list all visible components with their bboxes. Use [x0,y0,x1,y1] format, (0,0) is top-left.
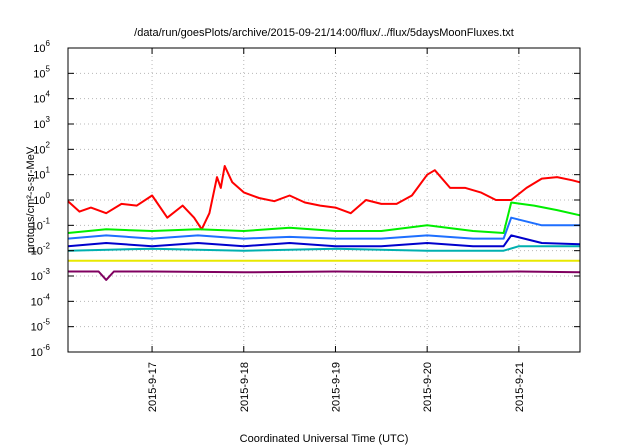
grid [68,48,580,352]
y-tick-label: 105 [33,64,50,80]
x-axis-ticks: 2015-9-17 2015-9-18 2015-9-19 2015-9-20 2015… [147,48,526,412]
series-line [67,165,581,231]
x-tick-label: 2015-9-19 [330,362,342,412]
series-line [67,245,580,252]
plot-frame [67,47,581,353]
series-line [67,216,580,240]
y-axis-label: protons/cm²-s-sr-MeV [25,146,37,253]
y-tick-label: 106 [33,39,50,55]
chart-title: /data/run/goesPlots/archive/2015-09-21/1… [134,27,514,39]
x-axis-label: Coordinated Universal Time (UTC) [240,433,409,445]
x-tick-label: 2015-9-21 [514,362,526,412]
x-tick-label: 2015-9-17 [147,362,159,412]
series-line [67,201,581,234]
y-tick-label: 10-3 [31,267,51,283]
x-tick-label: 2015-9-18 [239,362,251,412]
y-tick-label: 10-4 [31,292,51,308]
series-line [67,234,581,248]
y-tick-label: 10-6 [31,343,51,359]
y-tick-label: 10-5 [31,318,51,334]
x-tick-label: 2015-9-20 [422,362,434,412]
data-series [67,165,581,281]
y-tick-label: 104 [33,90,50,106]
series-line [68,270,581,281]
y-tick-label: 103 [33,115,50,131]
